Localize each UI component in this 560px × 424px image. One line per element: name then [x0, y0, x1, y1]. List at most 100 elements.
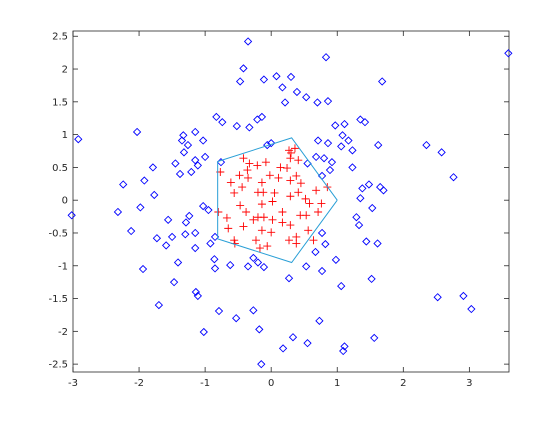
- point: [259, 262, 269, 272]
- y-tick-label: -1: [58, 261, 68, 272]
- point: [286, 72, 296, 82]
- point: [179, 148, 189, 157]
- point: [286, 221, 295, 230]
- point: [243, 166, 252, 175]
- point: [321, 239, 330, 249]
- point: [226, 178, 235, 187]
- point: [296, 179, 305, 188]
- point: [437, 148, 446, 157]
- point: [504, 49, 513, 58]
- point: [338, 131, 347, 140]
- y-tick-label: 0: [62, 196, 68, 207]
- point: [373, 239, 382, 248]
- point: [331, 255, 341, 264]
- point: [274, 173, 283, 182]
- point: [276, 163, 285, 172]
- point: [267, 139, 276, 148]
- y-tick-label: 1.5: [52, 97, 68, 108]
- point: [292, 87, 302, 97]
- point: [136, 203, 145, 212]
- point: [337, 142, 346, 151]
- point: [177, 136, 187, 145]
- point: [348, 163, 357, 172]
- point: [249, 306, 258, 315]
- point: [232, 121, 241, 131]
- point: [321, 53, 331, 62]
- point: [210, 255, 219, 264]
- point: [325, 165, 335, 175]
- y-tick-label: -2: [58, 327, 68, 338]
- point: [169, 278, 179, 287]
- point: [309, 236, 318, 245]
- point: [230, 236, 239, 245]
- point: [255, 325, 264, 334]
- point: [348, 146, 357, 155]
- point: [368, 203, 377, 213]
- point: [236, 201, 245, 210]
- point: [340, 342, 349, 351]
- point: [138, 264, 148, 274]
- point: [364, 180, 374, 189]
- point: [263, 242, 272, 251]
- point: [337, 281, 346, 291]
- point: [283, 164, 292, 173]
- point: [319, 154, 329, 163]
- point: [257, 200, 266, 209]
- point: [230, 188, 239, 197]
- point: [163, 215, 173, 224]
- point: [253, 115, 262, 124]
- point: [265, 171, 274, 180]
- point: [242, 207, 251, 216]
- point: [278, 83, 287, 92]
- point: [270, 188, 279, 197]
- point: [292, 239, 301, 248]
- point: [323, 139, 333, 148]
- point: [312, 186, 321, 195]
- point: [224, 224, 233, 233]
- x-tick-label: 0: [268, 378, 274, 389]
- point: [245, 123, 254, 132]
- y-tick-label: 2: [62, 65, 68, 76]
- point: [267, 228, 276, 237]
- point: [67, 211, 76, 220]
- point: [171, 159, 180, 168]
- point: [272, 72, 281, 81]
- point: [352, 213, 361, 222]
- point: [358, 184, 367, 193]
- point: [278, 218, 287, 227]
- x-tick-label: 3: [466, 378, 472, 389]
- point: [175, 169, 185, 179]
- point: [232, 314, 241, 323]
- point: [214, 207, 223, 216]
- point: [191, 287, 201, 297]
- point: [253, 258, 263, 267]
- point: [162, 241, 171, 250]
- point: [191, 127, 200, 137]
- point: [311, 247, 320, 257]
- point: [200, 152, 210, 162]
- point: [290, 144, 299, 153]
- point: [249, 215, 258, 224]
- point: [193, 161, 202, 170]
- point: [315, 316, 324, 325]
- point: [286, 176, 295, 185]
- point: [243, 262, 253, 271]
- point: [255, 244, 264, 253]
- point: [374, 140, 383, 150]
- point: [323, 97, 333, 106]
- point: [259, 188, 268, 197]
- point: [433, 293, 442, 302]
- point: [284, 274, 294, 283]
- point: [362, 237, 371, 246]
- x-tick-label: -2: [134, 378, 144, 389]
- x-tick-label: -1: [200, 378, 210, 389]
- point: [243, 37, 253, 46]
- point: [259, 213, 268, 222]
- point: [113, 207, 123, 217]
- point: [239, 64, 248, 73]
- point: [185, 211, 194, 221]
- x-tick-label: 1: [334, 378, 340, 389]
- point: [191, 228, 200, 238]
- point: [259, 75, 269, 84]
